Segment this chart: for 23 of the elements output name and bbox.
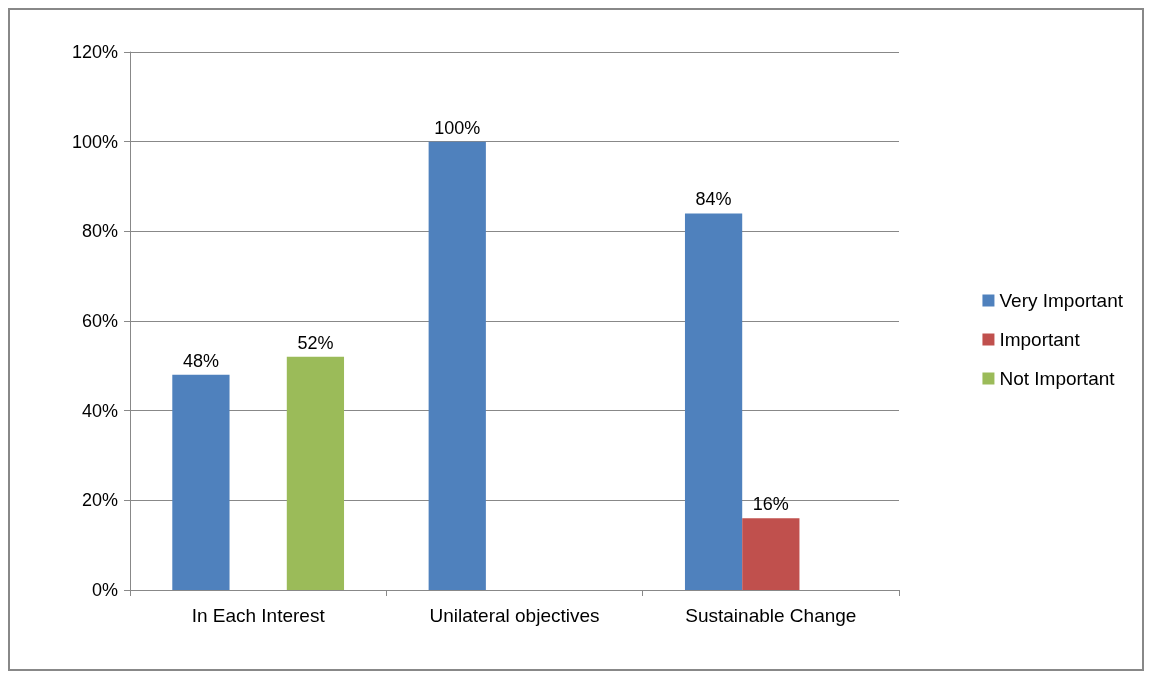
- y-tick-label: 40%: [81, 400, 118, 421]
- y-tick-label: 120%: [71, 42, 118, 62]
- x-tick-label: Unilateral objectives: [429, 605, 600, 626]
- y-tick-label: 100%: [71, 131, 118, 152]
- y-tick-label: 20%: [81, 490, 118, 511]
- legend-label: Important: [999, 329, 1081, 350]
- bar: [428, 141, 486, 590]
- legend-label: Not Important: [999, 368, 1116, 389]
- bar: [286, 356, 345, 590]
- legend-label: Very Important: [999, 290, 1124, 311]
- y-tick-label: 0%: [91, 580, 118, 600]
- data-label: 84%: [695, 189, 732, 210]
- y-tick-label: 60%: [81, 311, 118, 331]
- x-tick-label: Sustainable Change: [685, 605, 857, 626]
- bar: [172, 374, 230, 590]
- bar: [684, 213, 743, 590]
- data-label: 16%: [752, 494, 789, 515]
- data-label: 100%: [434, 117, 481, 138]
- y-tick-label: 80%: [81, 221, 118, 242]
- data-label: 52%: [297, 332, 334, 353]
- bar: [742, 518, 800, 590]
- x-tick-label: In Each Interest: [191, 605, 326, 626]
- data-label: 48%: [182, 350, 219, 371]
